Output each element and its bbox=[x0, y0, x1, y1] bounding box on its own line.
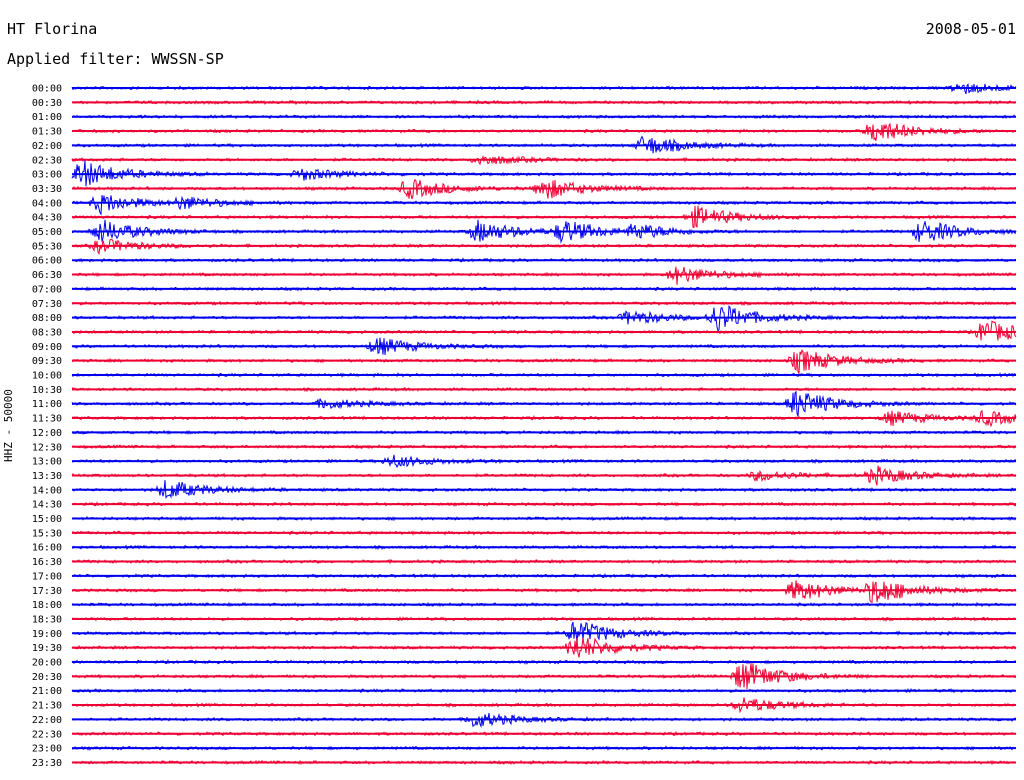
trace-label: 14:00 bbox=[32, 485, 62, 496]
trace-label: 10:00 bbox=[32, 371, 62, 382]
trace-label: 09:00 bbox=[32, 342, 62, 353]
trace-label: 21:00 bbox=[32, 686, 62, 697]
trace-label: 08:30 bbox=[32, 327, 62, 338]
trace-label: 00:30 bbox=[32, 98, 62, 109]
trace-label: 15:30 bbox=[32, 528, 62, 539]
seismic-trace bbox=[71, 266, 1017, 285]
trace-label: 11:00 bbox=[32, 399, 62, 410]
trace-label: 06:00 bbox=[32, 256, 62, 267]
trace-label: 23:00 bbox=[32, 744, 62, 755]
trace-label: 13:00 bbox=[32, 457, 62, 468]
trace-label: 16:30 bbox=[32, 557, 62, 568]
trace-label: 22:00 bbox=[32, 715, 62, 726]
trace-label: 19:00 bbox=[32, 629, 62, 640]
filter-label: Applied filter: WWSSN-SP bbox=[7, 50, 224, 68]
seismic-trace bbox=[71, 621, 1017, 643]
trace-label: 05:30 bbox=[32, 241, 62, 252]
trace-label: 17:00 bbox=[32, 571, 62, 582]
trace-label: 23:30 bbox=[32, 758, 62, 769]
trace-label: 08:00 bbox=[32, 313, 62, 324]
trace-label: 20:00 bbox=[32, 658, 62, 669]
trace-label: 01:30 bbox=[32, 127, 62, 138]
trace-label: 07:30 bbox=[32, 299, 62, 310]
trace-label: 03:00 bbox=[32, 170, 62, 181]
trace-label: 17:30 bbox=[32, 586, 62, 597]
trace-label: 15:00 bbox=[32, 514, 62, 525]
trace-label: 10:30 bbox=[32, 385, 62, 396]
trace-label: 22:30 bbox=[32, 729, 62, 740]
seismic-trace bbox=[71, 122, 1017, 141]
trace-label: 05:00 bbox=[32, 227, 62, 238]
seismic-trace bbox=[71, 320, 1017, 341]
trace-label: 03:30 bbox=[32, 184, 62, 195]
seismic-trace bbox=[71, 580, 1017, 603]
trace-label: 18:30 bbox=[32, 614, 62, 625]
trace-label: 01:00 bbox=[32, 112, 62, 123]
trace-label: 02:30 bbox=[32, 155, 62, 166]
trace-label: 06:30 bbox=[32, 270, 62, 281]
trace-label: 04:30 bbox=[32, 213, 62, 224]
trace-label: 19:30 bbox=[32, 643, 62, 654]
record-date: 2008-05-01 bbox=[925, 20, 1016, 38]
trace-label: 12:00 bbox=[32, 428, 62, 439]
trace-label: 07:00 bbox=[32, 284, 62, 295]
station-name: HT Florina bbox=[7, 20, 98, 38]
trace-label: 16:00 bbox=[32, 543, 62, 554]
trace-label: 14:30 bbox=[32, 500, 62, 511]
trace-label: 02:00 bbox=[32, 141, 62, 152]
trace-label: 21:30 bbox=[32, 701, 62, 712]
trace-label: 00:00 bbox=[32, 84, 62, 95]
trace-label: 04:00 bbox=[32, 198, 62, 209]
seismic-trace bbox=[71, 348, 1017, 376]
trace-label: 20:30 bbox=[32, 672, 62, 683]
trace-label: 13:30 bbox=[32, 471, 62, 482]
trace-label: 11:30 bbox=[32, 414, 62, 425]
trace-label: 12:30 bbox=[32, 442, 62, 453]
seismic-trace bbox=[71, 195, 1017, 216]
trace-label: 09:30 bbox=[32, 356, 62, 367]
trace-label: 18:00 bbox=[32, 600, 62, 611]
